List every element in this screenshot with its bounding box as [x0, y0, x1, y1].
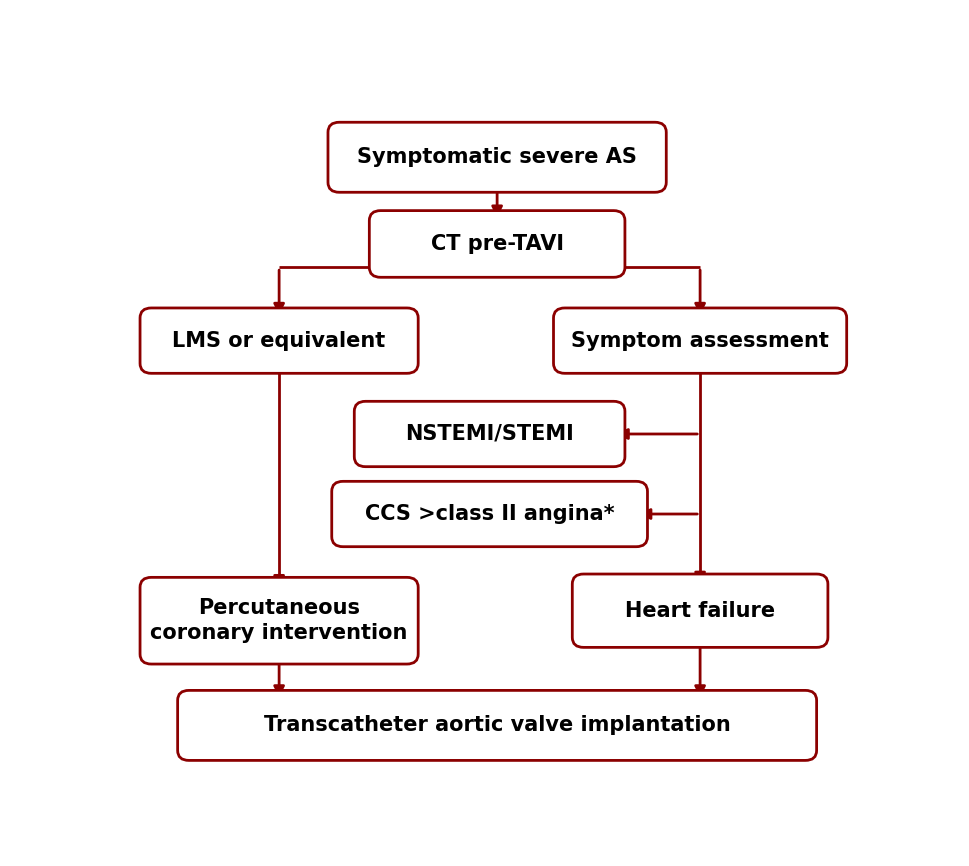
FancyBboxPatch shape	[140, 308, 418, 373]
Text: CCS >class II angina*: CCS >class II angina*	[364, 504, 613, 524]
Text: Symptomatic severe AS: Symptomatic severe AS	[357, 147, 637, 167]
FancyBboxPatch shape	[369, 210, 624, 277]
Text: Heart failure: Heart failure	[624, 601, 774, 621]
Text: CT pre-TAVI: CT pre-TAVI	[430, 234, 563, 254]
FancyBboxPatch shape	[177, 690, 816, 760]
Text: NSTEMI/STEMI: NSTEMI/STEMI	[405, 424, 574, 444]
FancyBboxPatch shape	[328, 122, 666, 192]
FancyBboxPatch shape	[354, 401, 624, 467]
FancyBboxPatch shape	[140, 578, 418, 664]
FancyBboxPatch shape	[553, 308, 846, 373]
Text: Percutaneous
coronary intervention: Percutaneous coronary intervention	[150, 598, 407, 643]
FancyBboxPatch shape	[331, 481, 646, 546]
Text: LMS or equivalent: LMS or equivalent	[172, 331, 386, 351]
Text: Transcatheter aortic valve implantation: Transcatheter aortic valve implantation	[264, 715, 730, 735]
FancyBboxPatch shape	[572, 574, 827, 648]
Text: Symptom assessment: Symptom assessment	[571, 331, 828, 351]
